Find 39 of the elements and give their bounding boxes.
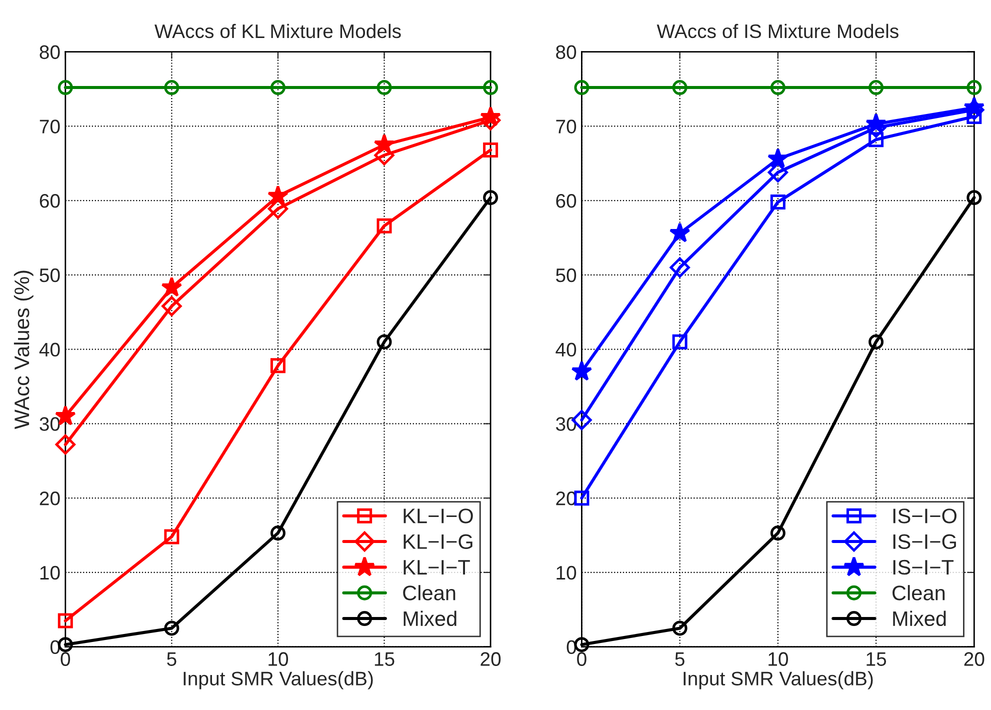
y-tick-label: 20	[40, 492, 60, 506]
legend-label: Clean	[892, 585, 945, 600]
x-tick-label: 0	[60, 652, 70, 666]
x-tick-label: 20	[480, 652, 501, 666]
legend-label: KL−I−O	[404, 508, 473, 524]
y-tick-label: 40	[39, 342, 60, 357]
x-tick-label: 10	[268, 652, 288, 666]
legend-label: IS−I−O	[893, 508, 956, 524]
legend-label: IS−I−T	[893, 560, 954, 575]
x-tick-label: 10	[768, 652, 788, 666]
legend-label: KL−I−T	[404, 560, 470, 574]
y-tick-label: 10	[40, 566, 60, 580]
x-axis-title: Input SMR Values(dB)	[184, 671, 373, 690]
legend-label: IS−I−G	[893, 534, 956, 550]
legend-label: Mixed	[404, 610, 456, 626]
x-tick-label: 15	[374, 652, 394, 666]
y-tick-label: 10	[556, 566, 576, 580]
y-tick-label: 50	[40, 268, 60, 282]
y-tick-label: 80	[556, 45, 576, 60]
x-axis-title: Input SMR Values(dB)	[684, 671, 873, 690]
x-tick-label: 5	[167, 652, 176, 666]
y-axis-title: WAcc Values (%)	[14, 270, 34, 430]
x-tick-label: 20	[964, 652, 984, 666]
x-tick-label: 0	[577, 652, 586, 666]
chart-title: WAccs of IS Mixture Models	[656, 24, 898, 38]
chart-title: WAccs of KL Mixture Models	[154, 24, 401, 38]
y-tick-label: 70	[556, 120, 576, 134]
legend-label: Mixed	[893, 610, 946, 626]
y-tick-label: 50	[556, 268, 576, 282]
y-tick-label: 60	[556, 194, 576, 208]
y-tick-label: 70	[40, 120, 60, 134]
y-tick-label: 80	[40, 45, 60, 60]
y-tick-label: 40	[556, 342, 576, 357]
y-tick-label: 60	[40, 194, 60, 208]
y-tick-label: 30	[40, 417, 60, 431]
x-tick-label: 15	[866, 652, 886, 666]
x-tick-label: 5	[675, 652, 684, 666]
legend-label: KL−I−G	[404, 534, 472, 550]
legend-label: Clean	[403, 585, 456, 600]
